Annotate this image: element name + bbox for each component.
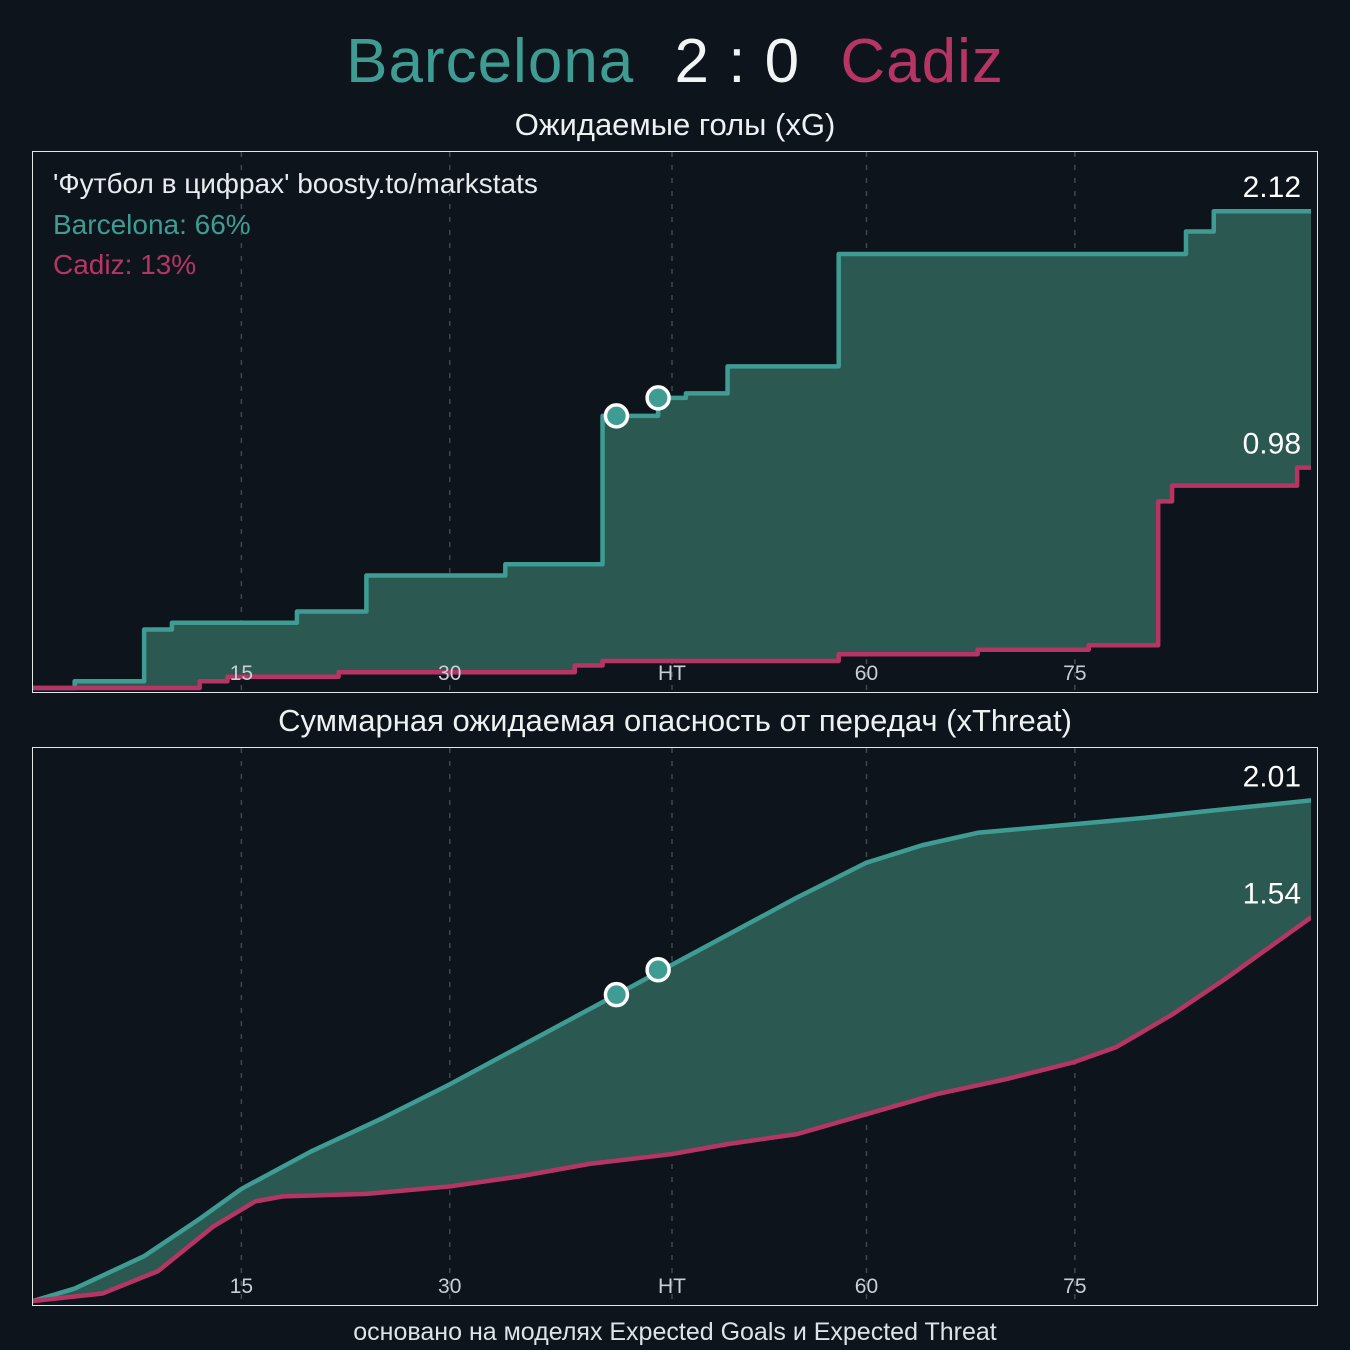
svg-text:30: 30	[438, 1275, 461, 1298]
xg-chart-title: Ожидаемые голы (xG)	[514, 107, 836, 142]
home-xg-share-label: Barcelona: 66%	[53, 208, 251, 240]
xg-chart: 15 30 HT 60 75 2.12 0.98	[33, 152, 1311, 692]
xg-chart-frame: 15 30 HT 60 75 2.12 0.98 'Футбол в цифрах' boo…	[32, 151, 1318, 693]
watermark-text: 'Футбол в цифрах' boosty.to/markstats	[53, 168, 538, 199]
svg-text:HT: HT	[658, 1275, 686, 1298]
svg-text:1.54: 1.54	[1243, 877, 1301, 910]
away-team-name: Cadiz	[840, 27, 1004, 96]
svg-text:15: 15	[230, 662, 253, 685]
svg-text:30: 30	[438, 662, 461, 685]
away-xg-share-label: Cadiz: 13%	[53, 249, 197, 281]
xthreat-chart-title: Суммарная ожидаемая опасность от передач…	[278, 703, 1072, 738]
xthreat-chart-section: Суммарная ожидаемая опасность от передач…	[0, 703, 1350, 1306]
match-header: Barcelona 2 : 0 Cadiz	[0, 0, 1350, 97]
watermark-block: 'Футбол в цифрах' boosty.to/markstats Ba…	[53, 164, 538, 286]
xg-chart-section: Ожидаемые голы (xG) 15 30 HT 60 75 2.12 0.98 '…	[0, 107, 1350, 693]
svg-text:15: 15	[230, 1275, 253, 1298]
xthreat-chart: 15 30 HT 60 75 2.01 1.54	[33, 748, 1311, 1305]
svg-text:60: 60	[855, 1275, 878, 1298]
svg-text:75: 75	[1063, 662, 1086, 685]
xthreat-chart-frame: 15 30 HT 60 75 2.01 1.54	[32, 747, 1318, 1306]
svg-text:0.98: 0.98	[1243, 428, 1301, 461]
home-team-name: Barcelona	[346, 27, 635, 96]
svg-text:75: 75	[1063, 1275, 1086, 1298]
svg-text:2.12: 2.12	[1243, 171, 1301, 204]
svg-text:60: 60	[855, 662, 878, 685]
match-score: 2 : 0	[674, 27, 801, 96]
footer-note: основано на моделях Expected Goals и Exp…	[353, 1318, 997, 1346]
svg-text:2.01: 2.01	[1243, 760, 1301, 793]
svg-text:HT: HT	[658, 662, 686, 685]
